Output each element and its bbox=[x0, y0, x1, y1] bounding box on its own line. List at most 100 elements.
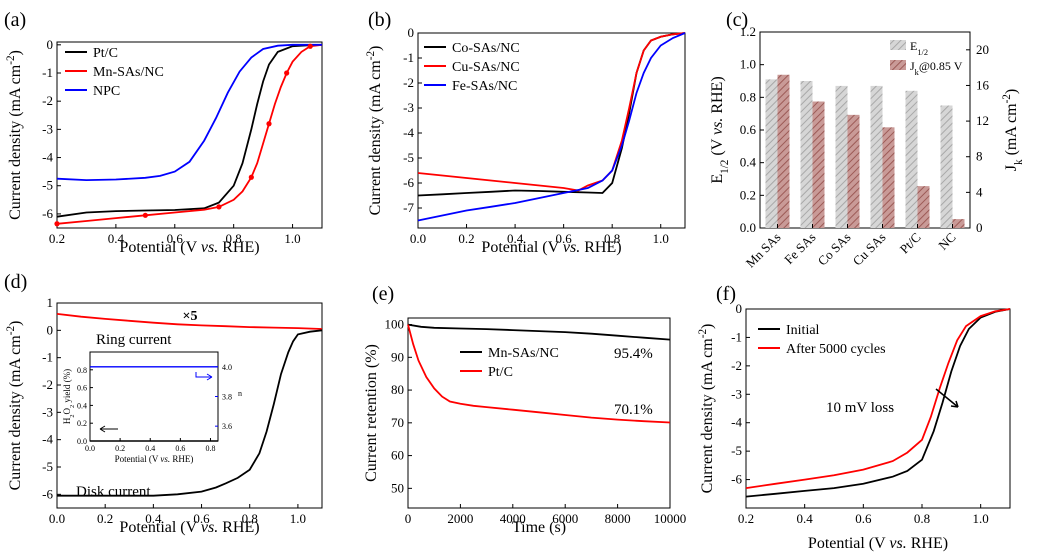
x-tick-label: 0.6 bbox=[556, 231, 573, 246]
y-tick-label: 0.8 bbox=[740, 89, 756, 104]
data-point bbox=[284, 70, 290, 76]
x-tick-label: 0.2 bbox=[97, 511, 113, 526]
series-line-b-2 bbox=[417, 32, 686, 222]
y-tick-label: 0 bbox=[408, 25, 415, 40]
inset-x-tick-label: 0.0 bbox=[85, 444, 95, 453]
inset-y-axis-label: H2O2 yield (%) bbox=[62, 369, 76, 424]
series-line-b-1 bbox=[417, 32, 686, 192]
y-tick-label: -6 bbox=[403, 175, 414, 190]
y-tick-label: -3 bbox=[731, 386, 742, 401]
y2-tick-label: 12 bbox=[976, 113, 989, 128]
inset-arrow-right bbox=[195, 372, 213, 381]
y-tick-label: 60 bbox=[391, 448, 404, 463]
y-tick-label: -4 bbox=[731, 415, 742, 430]
legend-label-a-2: NPC bbox=[93, 84, 120, 99]
y-tick-label: -5 bbox=[403, 150, 414, 165]
y-tick-label: -2 bbox=[731, 358, 742, 373]
y-axis-label-c: E1/2 (V vs. RHE) bbox=[709, 76, 731, 183]
y-tick-label: 1.0 bbox=[740, 57, 756, 72]
bar-jk bbox=[882, 127, 895, 228]
x-axis-label-d: Potential (V vs. RHE) bbox=[119, 519, 259, 536]
y-tick-label: 70 bbox=[391, 415, 404, 430]
y2-tick-label: 16 bbox=[976, 77, 990, 92]
x-tick-label: 0.2 bbox=[458, 231, 474, 246]
y2-tick-label: 4 bbox=[976, 184, 983, 199]
y-tick-label: 0.4 bbox=[740, 155, 757, 170]
data-point bbox=[142, 212, 148, 218]
y-tick-label: -4 bbox=[403, 125, 414, 140]
inset-x-axis-label: Potential (V vs. RHE) bbox=[115, 454, 194, 464]
inset-y2-axis-label: n bbox=[238, 389, 242, 398]
series-line-f-0 bbox=[745, 308, 1011, 498]
x-tick-label: 1.0 bbox=[284, 231, 300, 246]
y-tick-label: 0 bbox=[736, 301, 743, 316]
y2-axis-label-c: Jk (mA cm-2) bbox=[1001, 89, 1025, 171]
x-tick-label: 0.4 bbox=[507, 231, 524, 246]
y-tick-label: 1 bbox=[47, 295, 54, 310]
x-tick-label: 0.4 bbox=[145, 511, 162, 526]
x-axis-label-e: Time (s) bbox=[512, 519, 566, 536]
panel-label-d: (d) bbox=[4, 271, 27, 293]
legend-label-e-0: Mn-SAs/NC bbox=[488, 346, 559, 361]
panel-d: 0.0 0.2 0.4 0.6 0.8 1.0 -6 -5 -4 -3 -2 -1 0 1 ×5 Ring c… bbox=[4, 271, 323, 536]
y-axis-label-e: Current retention (%) bbox=[363, 344, 380, 482]
legend-label-a-0: Pt/C bbox=[93, 46, 118, 61]
y-tick-label: -4 bbox=[42, 150, 53, 165]
series-line-d-1 bbox=[57, 329, 323, 497]
data-point bbox=[266, 121, 272, 127]
x-tick-label: 8000 bbox=[605, 511, 631, 526]
x-tick-label: 0.0 bbox=[410, 231, 426, 246]
inset-arrow-left bbox=[99, 425, 118, 433]
y-tick-label: 1.2 bbox=[740, 24, 756, 39]
data-point bbox=[307, 43, 313, 49]
x-tick-label: 2000 bbox=[447, 511, 473, 526]
plot-frame bbox=[56, 41, 323, 229]
inset-x-tick-label: 0.2 bbox=[115, 444, 125, 453]
annotation-ring-current: Ring current bbox=[96, 332, 172, 348]
annotation-times5: ×5 bbox=[183, 309, 198, 324]
panel-label-a: (a) bbox=[4, 9, 26, 31]
y-tick-label: -3 bbox=[403, 100, 414, 115]
x-tick-label: Co SAs bbox=[815, 230, 854, 269]
x-tick-label: 1.0 bbox=[973, 511, 989, 526]
x-axis-label-f: Potential (V vs. RHE) bbox=[808, 535, 948, 552]
legend-label-c-0: E1/2 bbox=[910, 39, 928, 57]
bar-e12 bbox=[835, 85, 848, 229]
data-point bbox=[248, 174, 254, 180]
bar-jk bbox=[812, 101, 825, 228]
data-point bbox=[54, 221, 60, 227]
panel-label-c: (c) bbox=[726, 9, 748, 31]
plot-frame bbox=[745, 308, 1011, 509]
y-tick-label: -6 bbox=[42, 486, 53, 501]
y-tick-label: -1 bbox=[403, 50, 414, 65]
y-tick-label: 0 bbox=[47, 37, 54, 52]
x-tick-label: 0.6 bbox=[855, 511, 872, 526]
bar-e12 bbox=[940, 105, 953, 228]
y-axis-label-f: Current density (mA cm-2) bbox=[697, 324, 716, 494]
series-line-a-1 bbox=[56, 43, 323, 225]
panel-label-e: (e) bbox=[372, 283, 394, 305]
x-tick-label: 0.6 bbox=[193, 511, 210, 526]
annotation-disk-current: Disk current bbox=[76, 484, 151, 500]
inset-x-tick-label: 0.6 bbox=[175, 444, 185, 453]
series-line-f-1 bbox=[745, 308, 1011, 489]
x-tick-label: 0.8 bbox=[242, 511, 258, 526]
x-tick-label: 0.4 bbox=[797, 511, 814, 526]
inset-x-tick-label: 0.8 bbox=[205, 444, 215, 453]
x-tick-label: Cu SAs bbox=[850, 230, 889, 269]
bar-e12 bbox=[765, 79, 778, 228]
x-tick-label: 1.0 bbox=[290, 511, 306, 526]
annotation-70-1: 70.1% bbox=[614, 402, 653, 418]
y-tick-label: 0 bbox=[47, 322, 54, 337]
plot-frame bbox=[417, 32, 686, 229]
x-tick-label: 0.6 bbox=[167, 231, 184, 246]
y-tick-label: -2 bbox=[42, 377, 53, 392]
series-line-a-0 bbox=[56, 43, 323, 218]
panel-f: 0.2 0.4 0.6 0.8 1.0 -6 -5 -4 -3 -2 -1 0 Initial After… bbox=[697, 283, 1011, 552]
y-axis-label-b: Current density (mA cm-2) bbox=[365, 46, 384, 216]
inset-frame bbox=[89, 351, 219, 442]
x-tick-label: NC bbox=[935, 230, 958, 253]
x-tick-label: 1.0 bbox=[653, 231, 669, 246]
